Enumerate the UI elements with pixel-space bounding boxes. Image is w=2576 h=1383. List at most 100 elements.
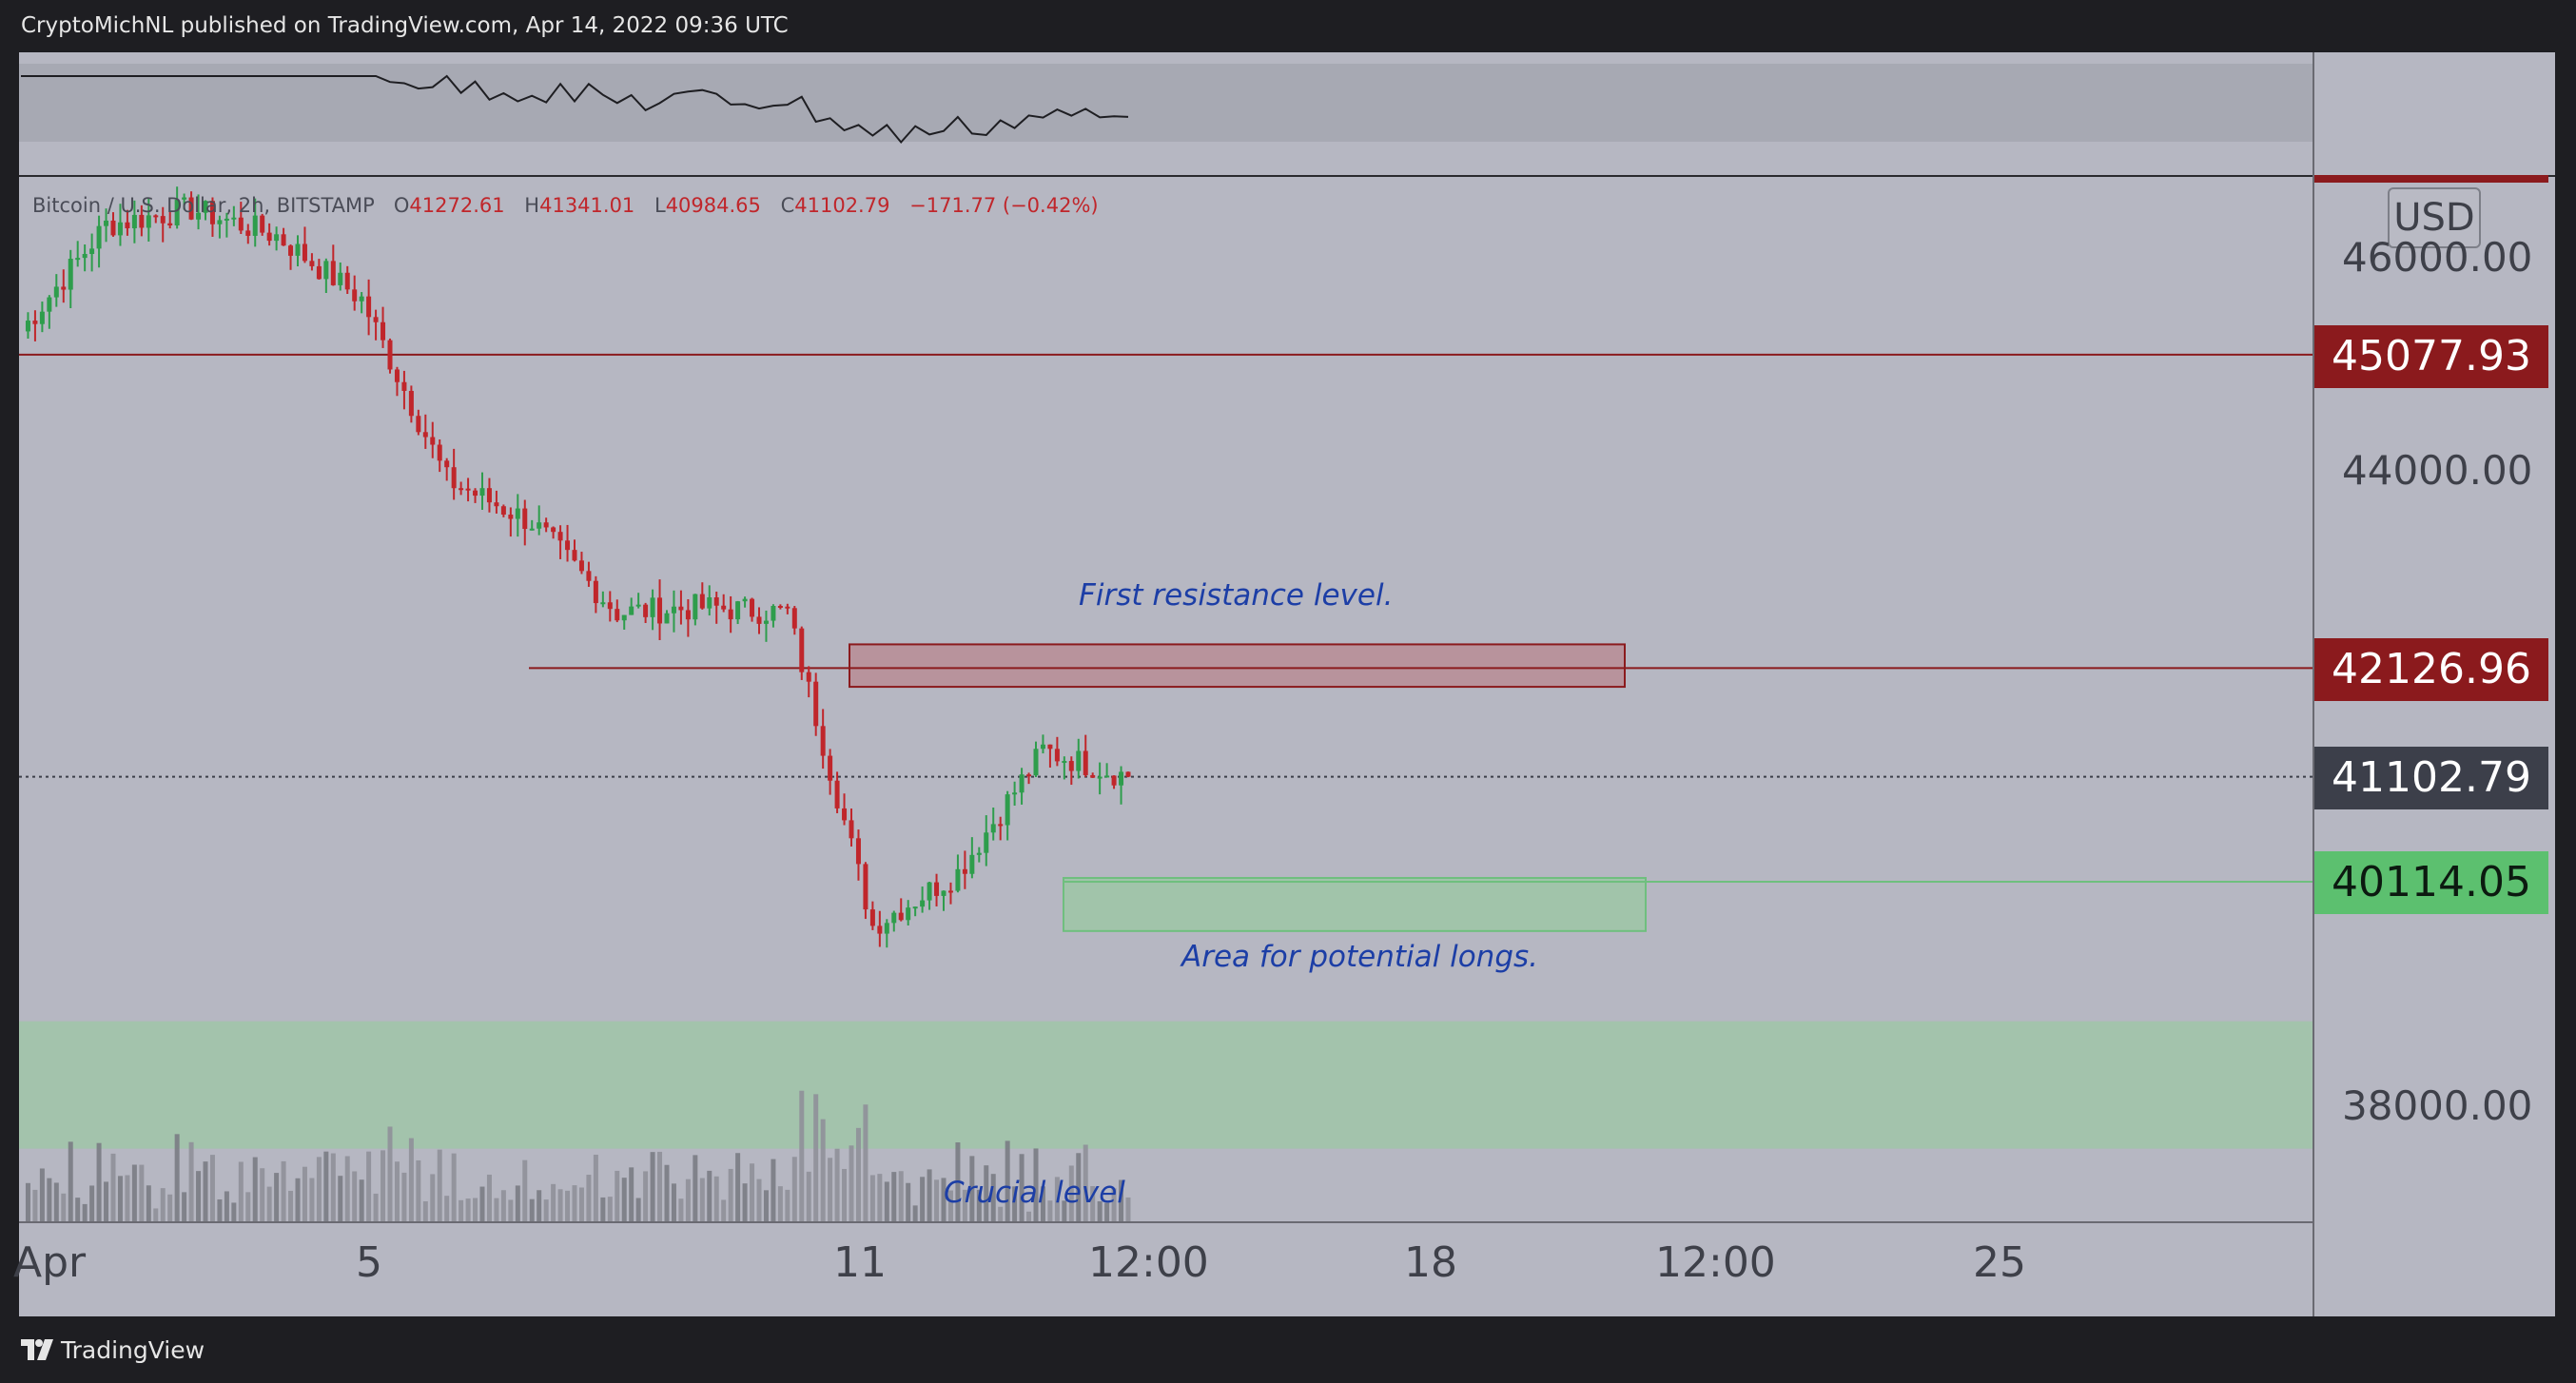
candle-body [401,381,407,391]
candle-body [309,261,315,266]
candle-body [288,245,294,256]
tradingview-logo[interactable]: TradingView [21,1334,205,1366]
candle-body [352,289,358,302]
candle-body [799,628,805,672]
candle-body [750,598,755,617]
volume-bar [25,1182,30,1221]
resistance-zone [849,643,1626,689]
candle-body [266,232,272,242]
candle-body [160,216,166,224]
volume-bar [373,1193,379,1221]
pane-separator[interactable] [19,175,2555,177]
close-label: C [780,194,795,217]
candle-body [338,272,343,285]
volume-bar [39,1168,45,1221]
volume-bar [344,1156,350,1221]
candle-body [557,532,563,541]
candle-body [344,272,350,290]
longs-annotation: Area for potential longs. [1181,940,1539,974]
volume-bar [842,1168,848,1221]
candle-body [209,201,215,224]
candle-body [537,522,542,529]
indicator-band [19,64,2313,142]
candle-body [1125,771,1131,777]
candle-body [849,820,854,839]
candle-body [1062,761,1067,764]
volume-bar [160,1188,166,1221]
volume-bar [1019,1154,1025,1221]
candle-body [224,218,229,221]
price-tag-45077: 45077.93 [2314,325,2548,388]
candle-body [1005,794,1010,826]
volume-bar [330,1153,336,1221]
crucial-annotation: Crucial level [944,1176,1125,1210]
volume-bar [565,1190,571,1221]
candle-body [422,432,428,438]
candle-body [68,259,73,290]
volume-bar [635,1198,641,1221]
candle-body [500,506,506,516]
volume-bar [713,1176,719,1221]
candle-body [508,515,514,519]
price-axis-separator [2313,52,2314,1316]
volume-bar [671,1183,676,1221]
volume-bar [515,1185,520,1221]
volume-bar [629,1167,634,1221]
candle-body [515,508,520,519]
volume-bar [650,1152,655,1221]
volume-bar [828,1158,833,1221]
volume-bar [664,1164,670,1221]
candle-body [387,340,393,370]
time-label-11: 11 [833,1238,887,1287]
candle-body [394,369,400,382]
volume-bar [756,1178,762,1221]
candle-body [1090,774,1096,778]
candle-body [408,390,414,417]
candle-body [721,605,727,610]
volume-bar [1076,1153,1082,1221]
candle-body [359,296,364,302]
volume-bar [32,1189,38,1221]
volume-bar [1033,1148,1039,1221]
volume-bar [1111,1188,1117,1221]
candle-body [430,437,436,445]
volume-bar [791,1157,797,1221]
volume-bar [572,1185,577,1221]
candle-body [330,261,336,285]
candle-body [820,726,826,756]
volume-bar [955,1142,961,1221]
candle-body [182,197,187,200]
candle-body [1026,774,1032,777]
candle-body [486,488,492,503]
volume-bar [174,1134,180,1221]
candle-body [621,614,627,621]
open-label: O [393,194,410,217]
volume-bar [260,1168,265,1221]
volume-bar [416,1159,421,1221]
low-label: L [654,194,666,217]
volume-bar [998,1206,1004,1221]
candle-body [834,780,840,808]
currency-button[interactable]: USD [2388,187,2481,248]
high-label: H [524,194,540,217]
volume-bar [750,1163,755,1221]
volume-bar [508,1199,514,1221]
volume-bar [1068,1165,1074,1221]
volume-bar [295,1178,301,1221]
candle-body [125,222,130,229]
volume-bar [586,1175,592,1221]
candle-body [32,321,38,324]
candle-body [543,522,549,528]
candle-body [578,560,584,572]
volume-bar [685,1178,691,1221]
volume-bar [182,1192,187,1221]
candle-body [828,755,833,781]
candle-body [89,248,95,255]
candle-body [906,907,911,921]
volume-bar [422,1200,428,1221]
candle-body [777,606,783,609]
close-value: 41102.79 [794,194,890,217]
candle-body [763,620,769,624]
volume-bar [735,1153,741,1221]
